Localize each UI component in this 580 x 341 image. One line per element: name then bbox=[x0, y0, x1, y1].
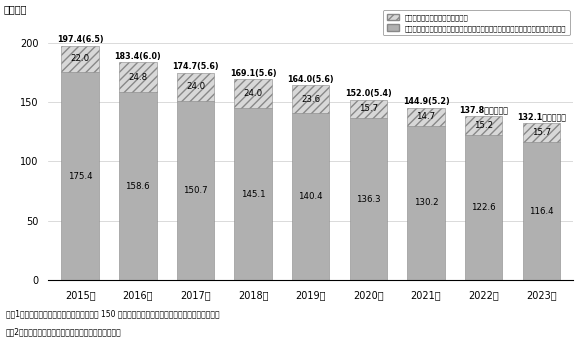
Bar bbox=[61, 72, 99, 280]
Bar bbox=[177, 73, 214, 101]
Text: 136.3: 136.3 bbox=[356, 195, 380, 204]
Y-axis label: （万人）: （万人） bbox=[4, 4, 27, 14]
Text: 158.6: 158.6 bbox=[125, 181, 150, 191]
Text: 15.2: 15.2 bbox=[474, 121, 493, 130]
Text: 137.8（未発表）: 137.8（未発表） bbox=[459, 106, 508, 115]
Text: 2）（　）内数値はうち数としての新規就農者数。: 2）（ ）内数値はうち数としての新規就農者数。 bbox=[6, 327, 122, 336]
Text: 22.0: 22.0 bbox=[71, 54, 90, 63]
Bar bbox=[350, 118, 387, 280]
Text: 175.4: 175.4 bbox=[68, 172, 92, 180]
Text: 23.6: 23.6 bbox=[301, 95, 320, 104]
Text: 152.0(5.4): 152.0(5.4) bbox=[345, 89, 392, 98]
Bar bbox=[523, 123, 560, 142]
Text: 14.7: 14.7 bbox=[416, 112, 436, 121]
Text: 145.1: 145.1 bbox=[241, 190, 266, 198]
Bar bbox=[234, 108, 272, 280]
Bar bbox=[61, 46, 99, 72]
Bar bbox=[119, 62, 157, 92]
Text: 140.4: 140.4 bbox=[299, 192, 323, 201]
Bar bbox=[177, 101, 214, 280]
Bar bbox=[465, 135, 502, 280]
Text: 197.4(6.5): 197.4(6.5) bbox=[57, 35, 103, 44]
Text: 15.7: 15.7 bbox=[532, 128, 551, 137]
Bar bbox=[523, 142, 560, 280]
Text: 183.4(6.0): 183.4(6.0) bbox=[114, 51, 161, 61]
Text: 24.8: 24.8 bbox=[128, 73, 147, 81]
Text: 24.0: 24.0 bbox=[186, 83, 205, 91]
Bar bbox=[465, 117, 502, 135]
Bar bbox=[292, 114, 329, 280]
Text: 130.2: 130.2 bbox=[414, 198, 438, 207]
Text: 注：1）団体経営体の役員・構成員（農業に 150 日以上従事した人数（経営主を含む））を除く。: 注：1）団体経営体の役員・構成員（農業に 150 日以上従事した人数（経営主を含… bbox=[6, 310, 219, 319]
Bar bbox=[407, 108, 445, 125]
Bar bbox=[234, 79, 272, 108]
Legend: 常雇い：農業経営体の常雇い人数, 基幹的農業従事者（個人経営体）：ふだん仕事として主に自営農業に従事している者: 常雇い：農業経営体の常雇い人数, 基幹的農業従事者（個人経営体）：ふだん仕事とし… bbox=[383, 11, 570, 35]
Text: 24.0: 24.0 bbox=[244, 89, 263, 98]
Text: 169.1(5.6): 169.1(5.6) bbox=[230, 69, 277, 77]
Bar bbox=[292, 85, 329, 114]
Text: 144.9(5.2): 144.9(5.2) bbox=[403, 97, 450, 106]
Text: 132.1（未発表）: 132.1（未発表） bbox=[517, 113, 566, 121]
Text: 174.7(5.6): 174.7(5.6) bbox=[172, 62, 219, 71]
Text: 15.7: 15.7 bbox=[359, 104, 378, 114]
Text: 122.6: 122.6 bbox=[472, 203, 496, 212]
Bar bbox=[350, 100, 387, 118]
Bar bbox=[407, 125, 445, 280]
Text: 150.7: 150.7 bbox=[183, 186, 208, 195]
Text: 164.0(5.6): 164.0(5.6) bbox=[288, 75, 334, 84]
Text: 116.4: 116.4 bbox=[529, 207, 554, 216]
Bar bbox=[119, 92, 157, 280]
